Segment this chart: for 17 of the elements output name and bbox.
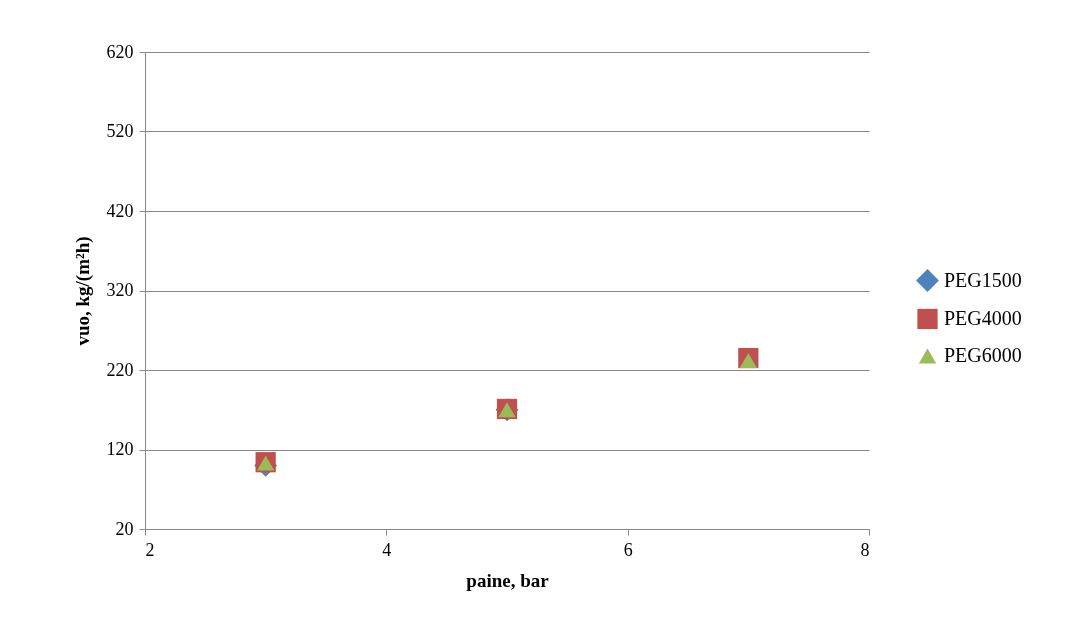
legend-label: PEG6000 xyxy=(944,344,1022,366)
y-tick-label: 620 xyxy=(106,41,134,62)
y-tick-label: 20 xyxy=(115,518,134,539)
x-tick-label: 6 xyxy=(623,539,633,560)
y-tick-label: 120 xyxy=(106,439,134,459)
legend-label: PEG4000 xyxy=(944,307,1022,329)
point xyxy=(739,352,757,368)
y-tick-label: 220 xyxy=(106,359,134,380)
x-axis-title: paine, bar xyxy=(466,569,550,591)
y-tick-label: 420 xyxy=(106,200,134,221)
y-tick-label: 320 xyxy=(106,280,134,300)
legend-label: PEG1500 xyxy=(944,268,1022,291)
y-axis-title: vuo, kg/(m²h) xyxy=(71,236,94,346)
x-tick-label: 8 xyxy=(860,539,870,560)
x-tick-label: 2 xyxy=(145,539,155,560)
y-tick-label: 520 xyxy=(106,121,134,141)
x-tick-label: 4 xyxy=(382,539,392,560)
